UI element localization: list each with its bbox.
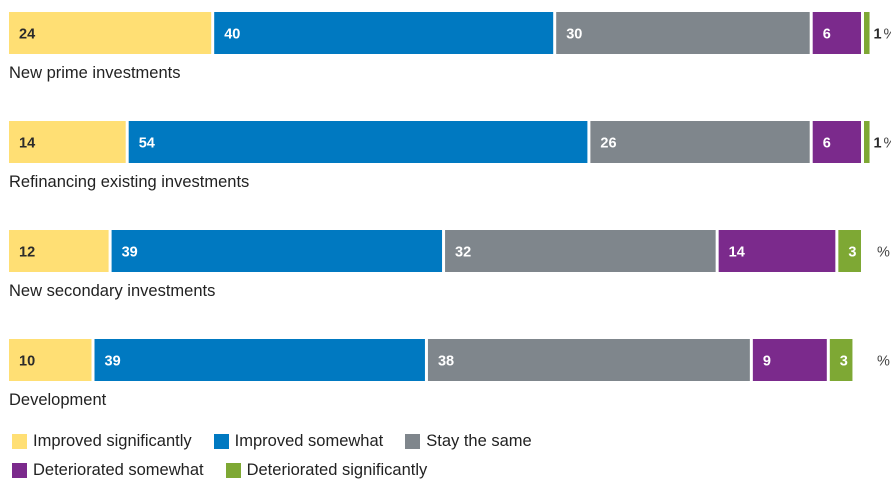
bar-segment — [752, 339, 827, 381]
data-label: 39 — [122, 245, 138, 261]
legend-swatch — [213, 434, 229, 449]
legend-row-1: Improved significantly Improved somewhat… — [12, 432, 554, 451]
bar-segment — [838, 230, 861, 272]
unit-label: % — [884, 27, 891, 43]
data-label: 38 — [438, 354, 454, 370]
bar-segment — [590, 121, 810, 163]
unit-label: % — [877, 245, 890, 261]
bar-segment — [445, 230, 716, 272]
legend-label: Improved significantly — [33, 432, 192, 450]
unit-label: % — [877, 354, 890, 370]
bar-segment — [864, 121, 870, 163]
stacked-bar-chart: 24 40 30 6 1% New prime investments 14 54 26 6 1% R… — [9, 12, 891, 409]
category-label: Refinancing existing investments — [9, 173, 249, 191]
bar-segment — [864, 12, 870, 54]
legend-item-improved-somewhat: Improved somewhat — [213, 432, 384, 451]
bar-segment — [829, 339, 853, 381]
category-label: Development — [9, 391, 107, 409]
data-label: 14 — [19, 136, 35, 152]
data-label: 6 — [823, 136, 831, 152]
bar-segment — [128, 121, 588, 163]
legend-item-improved-significantly: Improved significantly — [12, 432, 192, 451]
data-label: 26 — [600, 136, 616, 152]
data-label: 39 — [105, 354, 121, 370]
bar-segment — [94, 339, 425, 381]
data-label: 3 — [840, 354, 848, 370]
legend-item-stay-the-same: Stay the same — [405, 432, 532, 451]
legend-swatch — [225, 463, 241, 478]
legend-label: Stay the same — [426, 432, 532, 450]
data-label: 9 — [763, 354, 771, 370]
unit-label: % — [884, 136, 891, 152]
data-label: 6 — [823, 27, 831, 43]
bar-segment — [111, 230, 443, 272]
bar-segment — [214, 12, 554, 54]
category-label: New secondary investments — [9, 282, 215, 300]
legend-label: Deteriorated significantly — [246, 461, 428, 479]
data-label: 24 — [19, 27, 35, 43]
bar-segment — [9, 12, 212, 54]
data-label: 3 — [848, 245, 856, 261]
bar-segment — [9, 230, 109, 272]
data-label: 40 — [224, 27, 240, 43]
data-label: 1 — [874, 136, 882, 152]
bar-segment — [812, 12, 861, 54]
legend-item-deteriorated-somewhat: Deteriorated somewhat — [12, 461, 204, 480]
legend-label: Deteriorated somewhat — [33, 461, 204, 479]
legend-row-2: Deteriorated somewhat Deteriorated signi… — [12, 461, 449, 480]
bar-segment — [9, 121, 126, 163]
data-label: 54 — [139, 136, 155, 152]
legend-swatch — [405, 434, 421, 449]
data-label: 1 — [874, 27, 882, 43]
legend-swatch — [12, 463, 27, 478]
bar-segment — [427, 339, 750, 381]
bar-segment — [718, 230, 836, 272]
legend-item-deteriorated-significantly: Deteriorated significantly — [225, 461, 428, 480]
data-label: 30 — [566, 27, 582, 43]
category-label: New prime investments — [9, 64, 180, 82]
data-label: 10 — [19, 354, 35, 370]
data-label: 12 — [19, 245, 35, 261]
legend-label: Improved somewhat — [234, 432, 384, 450]
legend-swatch — [12, 434, 27, 449]
bar-segment — [812, 121, 861, 163]
data-label: 32 — [455, 245, 471, 261]
data-label: 14 — [729, 245, 745, 261]
bar-segment — [9, 339, 92, 381]
bar-segment — [556, 12, 810, 54]
